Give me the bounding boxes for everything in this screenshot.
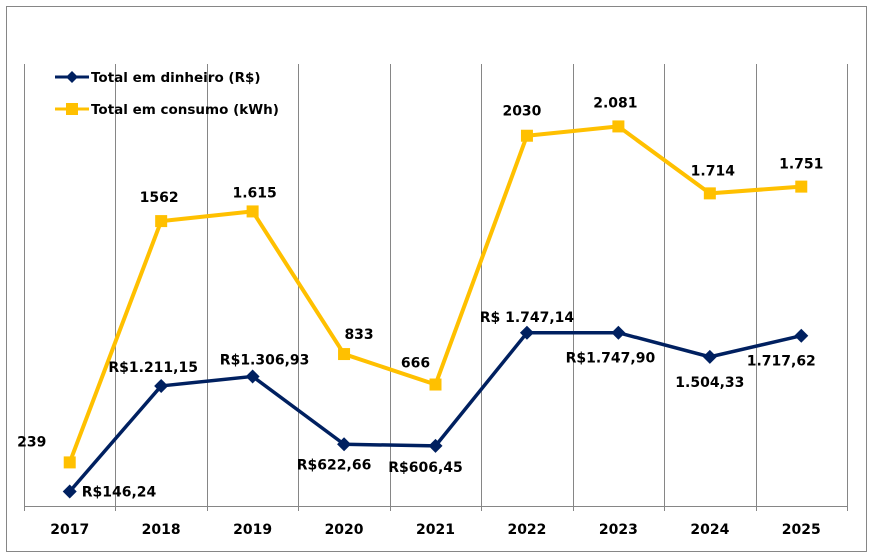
legend-label-dinheiro: Total em dinheiro (R$) (91, 70, 261, 86)
data-point-consumo (703, 187, 716, 200)
data-point-consumo (338, 348, 351, 361)
data-label-consumo: 2.081 (593, 95, 637, 111)
data-point-dinheiro (519, 325, 534, 340)
data-label-dinheiro: R$146,24 (82, 485, 157, 501)
data-point-dinheiro (62, 484, 77, 499)
data-point-consumo (795, 180, 808, 193)
x-tick-label: 2025 (782, 522, 821, 538)
x-tick-label: 2019 (233, 522, 272, 538)
data-point-dinheiro (611, 325, 626, 340)
data-point-consumo (246, 205, 259, 218)
data-label-consumo: 1.751 (779, 157, 823, 173)
data-label-dinheiro: R$1.306,93 (220, 352, 310, 368)
data-label-consumo: 2030 (502, 104, 541, 120)
data-label-dinheiro: R$ 1.747,14 (480, 310, 575, 326)
data-label-dinheiro: R$1.747,90 (566, 351, 656, 367)
data-point-dinheiro (702, 349, 717, 364)
x-tick-label: 2024 (690, 522, 729, 538)
data-point-consumo (520, 129, 533, 142)
legend: Total em dinheiro (R$) Total em consumo … (55, 70, 279, 118)
chart-border (6, 6, 867, 552)
data-label-consumo: 239 (17, 434, 46, 450)
data-point-dinheiro (337, 437, 352, 452)
legend-diamond-marker (66, 71, 78, 83)
legend-square-marker (66, 103, 78, 115)
x-tick-label: 2018 (142, 522, 181, 538)
series-layer (62, 120, 809, 499)
data-point-consumo (429, 378, 442, 391)
data-point-dinheiro (794, 328, 809, 343)
data-labels: 239 1562 1.615 833 666 2030 2.081 1.714 1.751 R$1… (17, 95, 823, 500)
data-label-dinheiro: 1.504,33 (675, 375, 744, 391)
legend-item-consumo: Total em consumo (kWh) (55, 102, 279, 118)
x-tick-label: 2022 (507, 522, 546, 538)
data-label-consumo: 666 (401, 356, 430, 372)
data-label-dinheiro: R$622,66 (297, 457, 372, 473)
data-point-dinheiro (245, 369, 260, 384)
data-label-dinheiro: 1.717,62 (747, 354, 816, 370)
legend-label-consumo: Total em consumo (kWh) (91, 102, 279, 118)
x-tick-label: 2021 (416, 522, 455, 538)
data-point-consumo (63, 456, 76, 469)
x-tick-label: 2020 (325, 522, 364, 538)
data-label-dinheiro: R$1.211,15 (108, 360, 198, 376)
data-point-consumo (612, 120, 625, 133)
data-label-consumo: 1562 (140, 190, 179, 206)
data-label-consumo: 833 (344, 327, 373, 343)
x-axis-ticks: 2017 2018 2019 2020 2021 2022 2023 2024 2025 (24, 506, 848, 538)
gridlines (24, 64, 848, 506)
x-tick-label: 2017 (50, 522, 89, 538)
data-label-consumo: 1.714 (691, 163, 736, 179)
data-point-dinheiro (428, 438, 443, 453)
data-label-dinheiro: R$606,45 (388, 460, 463, 476)
data-point-consumo (155, 215, 168, 228)
data-label-consumo: 1.615 (232, 185, 276, 201)
x-tick-label: 2023 (599, 522, 638, 538)
legend-item-dinheiro: Total em dinheiro (R$) (55, 70, 261, 86)
data-point-dinheiro (154, 378, 169, 393)
